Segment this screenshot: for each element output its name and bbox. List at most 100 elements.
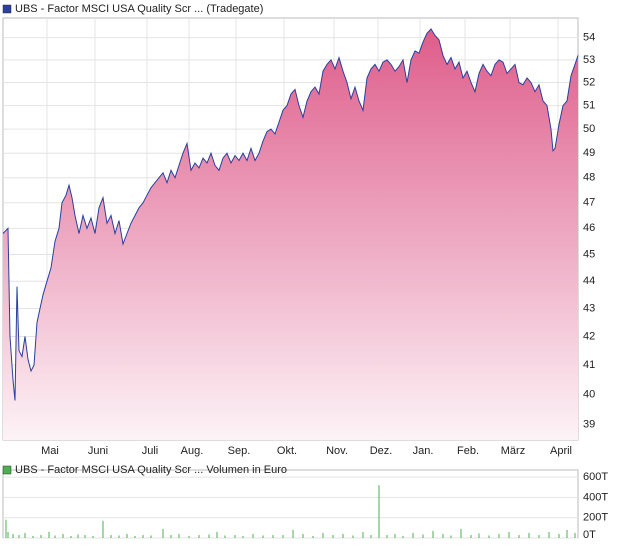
volume-bar	[77, 534, 79, 538]
volume-bar	[386, 534, 388, 538]
volume-bar	[224, 535, 226, 538]
volume-bar	[12, 533, 14, 538]
volume-bar	[574, 532, 576, 538]
volume-bar	[48, 531, 50, 538]
volume-bar	[54, 535, 56, 538]
volume-bar	[40, 534, 42, 538]
volume-bar	[188, 535, 190, 538]
volume-bar	[498, 533, 500, 538]
volume-bar	[370, 534, 372, 538]
x-tick-label: Mai	[41, 445, 59, 457]
volume-bar	[282, 534, 284, 538]
volume-bar	[134, 535, 136, 538]
volume-bar	[84, 534, 86, 538]
volume-bar	[198, 534, 200, 538]
volume-bar	[342, 533, 344, 538]
volume-bar	[102, 520, 104, 538]
volume-bar	[528, 532, 530, 538]
volume-bar	[18, 534, 20, 538]
volume-bar	[178, 533, 180, 538]
volume-bar	[24, 532, 26, 538]
legend-label: UBS - Factor MSCI USA Quality Scr ... Vo…	[15, 464, 287, 476]
legend-label: UBS - Factor MSCI USA Quality Scr ... (T…	[15, 3, 263, 15]
volume-bar	[70, 535, 72, 538]
y-tick-label: 200T	[583, 512, 608, 524]
volume-bar	[566, 529, 568, 538]
volume-bar	[548, 531, 550, 538]
y-tick-label: 39	[583, 419, 595, 431]
x-tick-label: März	[501, 445, 525, 457]
volume-bar	[352, 535, 354, 538]
x-tick-label: Juni	[88, 445, 108, 457]
volume-bar	[118, 535, 120, 538]
x-tick-label: April	[550, 445, 572, 457]
volume-bar	[242, 535, 244, 538]
volume-bar	[262, 535, 264, 538]
volume-bar	[558, 533, 560, 538]
y-tick-label: 46	[583, 222, 595, 234]
x-tick-label: Aug.	[181, 445, 204, 457]
y-tick-label: 48	[583, 172, 595, 184]
y-tick-label: 43	[583, 302, 595, 314]
volume-bar	[362, 531, 364, 538]
volume-bar	[412, 532, 414, 538]
price-line	[2, 28, 579, 401]
volume-bar	[234, 534, 236, 538]
legend-swatch	[2, 4, 12, 14]
y-tick-label: 50	[583, 123, 595, 135]
volume-bar	[518, 534, 520, 538]
volume-bar	[7, 531, 9, 538]
y-tick-label: 54	[583, 32, 595, 44]
y-tick-label: 42	[583, 330, 595, 342]
y-tick-label: 400T	[583, 491, 608, 503]
x-tick-label: Jan.	[413, 445, 434, 457]
volume-bar	[442, 533, 444, 538]
volume-bar	[32, 535, 34, 538]
volume-bar	[460, 528, 462, 538]
y-tick-label: 40	[583, 388, 595, 400]
volume-bar	[272, 534, 274, 538]
area-fill	[3, 28, 578, 441]
volume-bar	[312, 535, 314, 538]
y-tick-label: 0T	[583, 529, 596, 541]
volume-bar	[5, 519, 7, 538]
volume-bar	[216, 531, 218, 538]
volume-bar	[302, 533, 304, 538]
volume-bar	[170, 534, 172, 538]
volume-bar	[62, 533, 64, 538]
volume-bar	[488, 535, 490, 538]
volume-bar	[432, 530, 434, 538]
y-tick-label: 44	[583, 275, 595, 287]
volume-bar	[538, 534, 540, 538]
y-tick-label: 45	[583, 248, 595, 260]
volume-bar	[92, 535, 94, 538]
volume-bar	[378, 485, 380, 538]
volume-bar	[126, 533, 128, 538]
volume-bar	[508, 531, 510, 538]
volume-bar	[478, 533, 480, 538]
y-tick-label: 47	[583, 197, 595, 209]
x-tick-label: Nov.	[326, 445, 348, 457]
volume-bar	[162, 528, 164, 538]
plot-area	[2, 469, 579, 539]
y-tick-label: 600T	[583, 471, 608, 483]
volume-bar	[142, 534, 144, 538]
x-tick-label: Feb.	[457, 445, 479, 457]
y-tick-label: 53	[583, 54, 595, 66]
volume-bar	[292, 529, 294, 538]
x-tick-label: Juli	[142, 445, 159, 457]
volume-bar	[402, 535, 404, 538]
x-tick-label: Dez.	[370, 445, 393, 457]
volume-bar	[150, 535, 152, 538]
volume-bar	[252, 533, 254, 538]
legend-swatch	[2, 465, 12, 475]
x-tick-label: Sep.	[228, 445, 251, 457]
volume-bar	[322, 532, 324, 538]
volume-bar	[422, 534, 424, 538]
y-tick-label: 49	[583, 147, 595, 159]
volume-bar	[470, 534, 472, 538]
volume-bar	[332, 534, 334, 538]
x-tick-label: Okt.	[277, 445, 297, 457]
y-tick-label: 51	[583, 100, 595, 112]
